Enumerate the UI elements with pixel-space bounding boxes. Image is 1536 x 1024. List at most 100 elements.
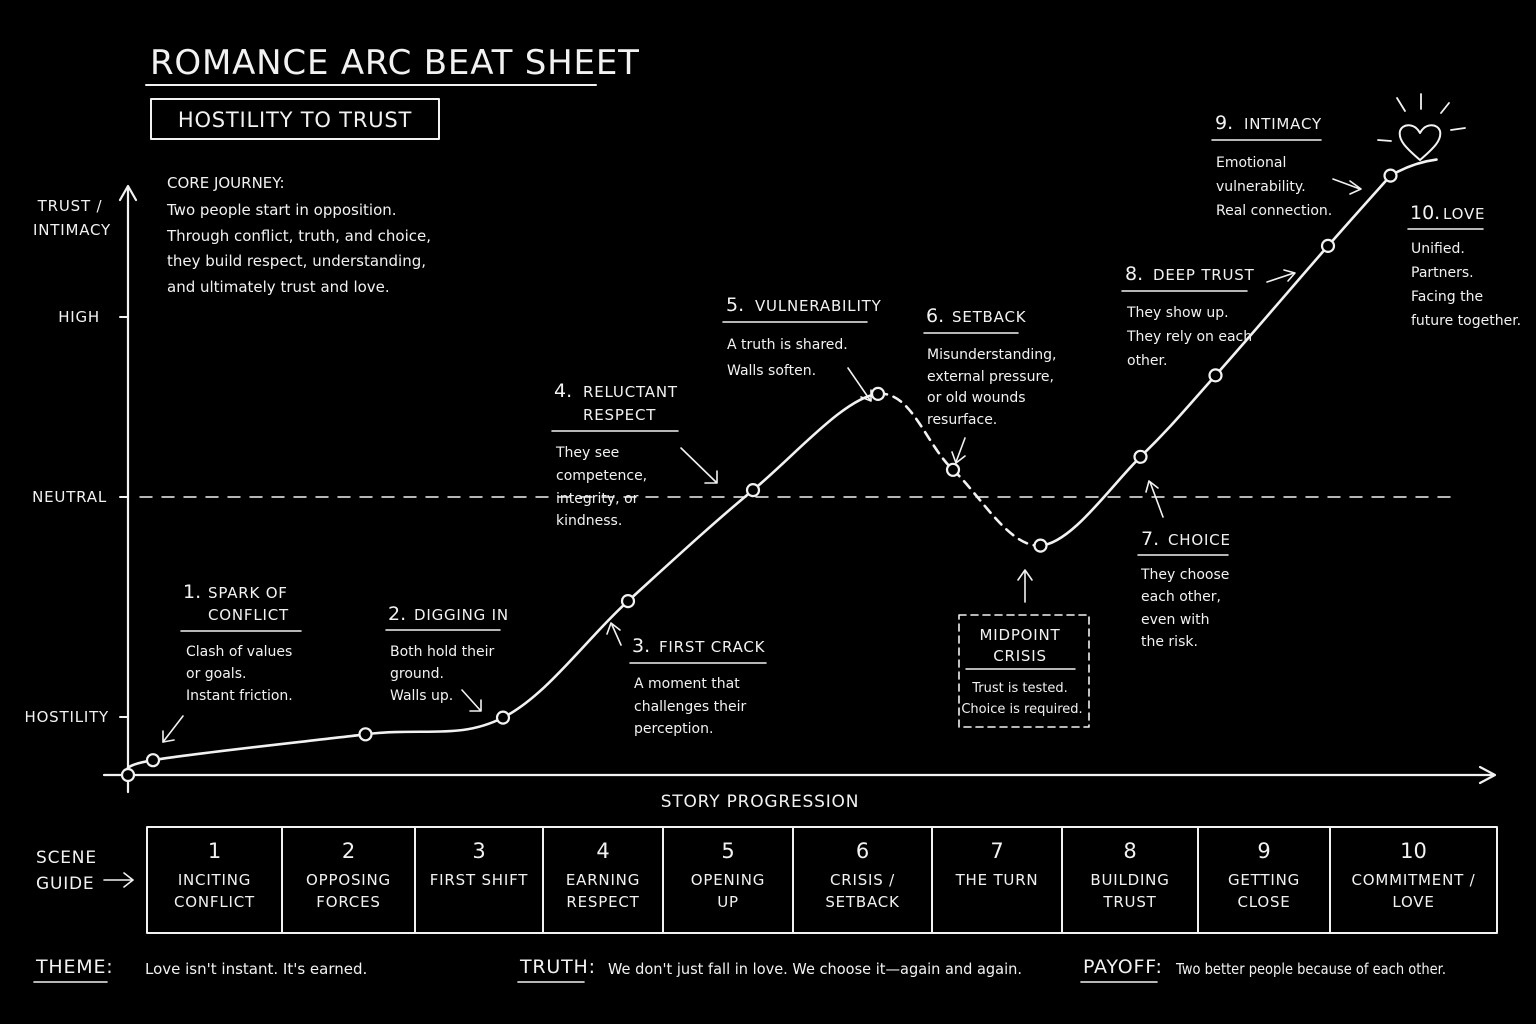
heart-icon bbox=[1377, 93, 1466, 161]
beat-desc: They choose bbox=[1140, 567, 1229, 583]
scene-guide-table bbox=[146, 826, 1498, 934]
pointer-arrowhead bbox=[1349, 180, 1362, 195]
beat-desc: even with bbox=[1141, 612, 1210, 628]
pointer-arrowhead bbox=[704, 470, 718, 484]
beat-marker bbox=[495, 710, 511, 725]
core-journey-heading: CORE JOURNEY: bbox=[167, 174, 285, 192]
beat-marker bbox=[945, 462, 961, 477]
scene-cell-number: 10 bbox=[1400, 839, 1427, 863]
pointer-arrowhead bbox=[1017, 569, 1033, 581]
beat-desc: Facing the bbox=[1411, 289, 1483, 305]
scene-cell-number: 7 bbox=[990, 839, 1003, 863]
beat-number: 4. bbox=[554, 380, 572, 402]
beat-desc: other. bbox=[1127, 353, 1167, 369]
beat-desc: Clash of values bbox=[186, 644, 292, 660]
beat-desc: ground. bbox=[390, 666, 444, 682]
scene-cell-label: CRISIS / bbox=[830, 871, 895, 889]
heart-shape bbox=[1398, 124, 1442, 161]
heart-ray bbox=[1440, 102, 1450, 114]
arc-segment bbox=[1139, 374, 1217, 459]
payoff-label: PAYOFF: bbox=[1083, 956, 1163, 978]
beat-desc: challenges their bbox=[634, 699, 747, 715]
truth-text: We don't just fall in love. We choose it… bbox=[608, 960, 1022, 978]
arc-segment bbox=[1326, 174, 1392, 248]
beat-1: 1. SPARK OF CONFLICT Clash of values or … bbox=[162, 581, 302, 743]
scene-cell-label: CLOSE bbox=[1237, 893, 1290, 911]
scene-cell-label: LOVE bbox=[1392, 893, 1434, 911]
beat-desc: Real connection. bbox=[1216, 203, 1332, 219]
scene-cell-number: 9 bbox=[1257, 839, 1270, 863]
beat-desc: perception. bbox=[634, 721, 713, 737]
heart-ray bbox=[1396, 97, 1406, 112]
beat-desc: Walls up. bbox=[390, 688, 453, 704]
pointer-arrow bbox=[680, 447, 717, 483]
truth-label: TRUTH: bbox=[519, 956, 596, 978]
arc-segment bbox=[364, 716, 505, 736]
beat-marker bbox=[870, 386, 886, 401]
beat-7: 7. CHOICE They choose each other, even w… bbox=[1137, 480, 1231, 650]
beat-number: 6. bbox=[926, 305, 944, 327]
y-level-high: HIGH bbox=[58, 308, 100, 326]
x-axis: STORY PROGRESSION bbox=[102, 765, 1497, 812]
beat-desc: Misunderstanding, bbox=[927, 347, 1057, 363]
beat-title: VULNERABILITY bbox=[755, 297, 882, 315]
beat-desc: Unified. bbox=[1411, 241, 1465, 257]
arc-segment bbox=[151, 733, 367, 762]
pointer-arrow bbox=[611, 624, 622, 646]
arc-segment bbox=[1389, 158, 1438, 177]
beat-marker bbox=[620, 593, 636, 609]
beat-number: 5. bbox=[726, 294, 744, 316]
beat-desc: Instant friction. bbox=[186, 688, 293, 704]
scene-cell-label: FORCES bbox=[316, 893, 380, 911]
beat-desc: Walls soften. bbox=[727, 363, 816, 379]
pointer-arrow bbox=[1266, 272, 1295, 283]
midpoint-title: MIDPOINT bbox=[980, 626, 1061, 644]
scene-guide-cells: 1 INCITING CONFLICT 2 OPPOSING FORCES 3 FIRST S… bbox=[174, 826, 1475, 934]
subtitle: Hostility to Trust bbox=[178, 108, 412, 132]
midpoint-crisis: MIDPOINT CRISIS Trust is tested. Choice … bbox=[958, 569, 1090, 728]
subtitle-box bbox=[150, 98, 440, 140]
beat-desc: A moment that bbox=[634, 676, 740, 692]
beat-title: CHOICE bbox=[1168, 531, 1231, 549]
arc-segment bbox=[751, 392, 880, 492]
scene-cell-label: TRUST bbox=[1102, 893, 1156, 911]
beat-4: 4. RELUCTANT RESPECT They see competence… bbox=[551, 380, 718, 529]
pointer-arrowhead bbox=[1145, 480, 1159, 493]
pointer-arrow bbox=[955, 437, 966, 463]
scene-cell-label: UP bbox=[717, 893, 739, 911]
pointer-arrow bbox=[162, 715, 184, 743]
beat-desc: external pressure, bbox=[927, 369, 1054, 385]
beat-desc: competence, bbox=[556, 468, 647, 484]
beat-desc: kindness. bbox=[556, 513, 622, 529]
scene-cell-number: 3 bbox=[472, 839, 485, 863]
scene-cell-number: 8 bbox=[1123, 839, 1136, 863]
heart-ray bbox=[1450, 127, 1466, 131]
beat-marker bbox=[358, 727, 373, 742]
scene-cell-label: EARNING bbox=[566, 871, 640, 889]
arc-segment bbox=[626, 488, 755, 603]
y-axis-arrowhead bbox=[118, 184, 138, 202]
footer: THEME: Love isn't instant. It's earned. … bbox=[33, 956, 1446, 983]
beat-marker bbox=[120, 767, 136, 783]
beat-desc: each other, bbox=[1141, 589, 1221, 605]
beat-marker bbox=[1320, 238, 1336, 253]
beat-marker bbox=[1383, 168, 1398, 183]
y-level-hostility: HOSTILITY bbox=[25, 708, 110, 726]
beat-desc: vulnerability. bbox=[1216, 179, 1306, 195]
midpoint-crisis-box bbox=[958, 614, 1090, 728]
beat-number: 10. bbox=[1410, 202, 1440, 224]
scene-cell-label: GETTING bbox=[1228, 871, 1300, 889]
beat-desc: Both hold their bbox=[390, 644, 495, 660]
pointer-arrow bbox=[847, 367, 871, 401]
scene-cell-number: 2 bbox=[342, 839, 355, 863]
beat-title: RELUCTANT bbox=[583, 383, 678, 401]
beat-desc: A truth is shared. bbox=[727, 337, 848, 353]
pointer-arrowhead bbox=[469, 699, 482, 712]
beat-desc: the risk. bbox=[1141, 634, 1198, 650]
midpoint-desc: Choice is required. bbox=[961, 702, 1082, 717]
beat-desc: or goals. bbox=[186, 666, 246, 682]
beat-marker bbox=[745, 483, 761, 498]
scene-cell-label: CONFLICT bbox=[174, 893, 255, 911]
scene-cell-number: 6 bbox=[856, 839, 869, 863]
x-axis-label: STORY PROGRESSION bbox=[661, 792, 860, 812]
